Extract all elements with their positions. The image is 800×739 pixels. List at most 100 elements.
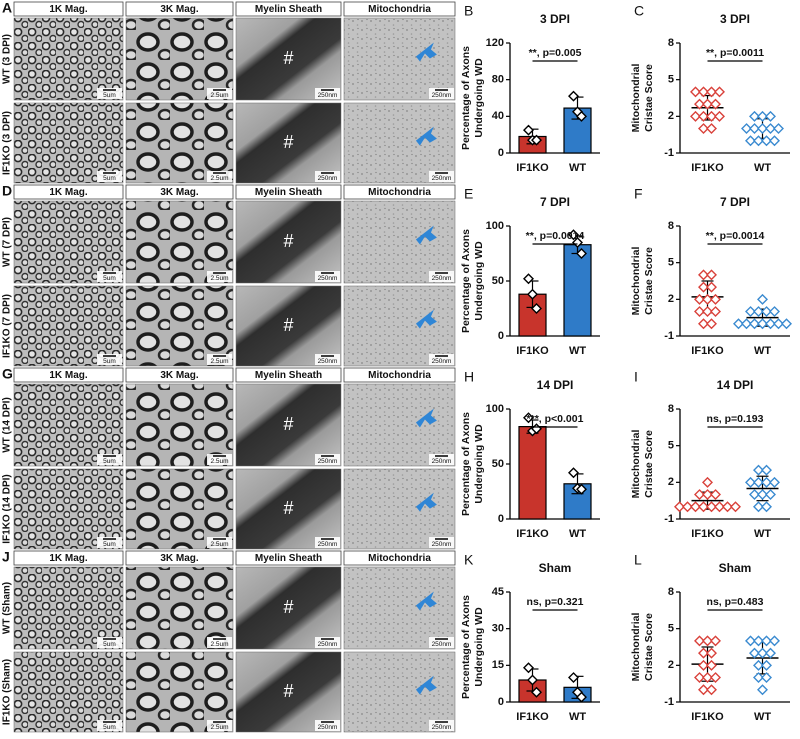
data-point <box>733 318 744 330</box>
data-point <box>761 635 772 647</box>
data-point <box>702 476 713 488</box>
column-header: 1K Mag. <box>49 4 88 15</box>
y-axis-label: Mitochondrial <box>630 64 642 133</box>
chart-title: 7 DPI <box>720 195 750 209</box>
scale-bar-label: 5um <box>103 275 116 282</box>
data-point <box>690 501 701 513</box>
data-point <box>753 635 764 647</box>
micrograph <box>125 285 234 367</box>
data-point <box>576 483 587 495</box>
micrograph <box>343 102 456 184</box>
data-point <box>710 672 721 684</box>
column-header: Mitochondria <box>368 553 431 564</box>
data-point <box>757 110 768 122</box>
column-header-box <box>343 1 456 17</box>
micrograph <box>235 102 342 184</box>
column-header: Mitochondria <box>368 187 431 198</box>
data-point <box>773 123 784 135</box>
data-point <box>753 501 764 513</box>
scale-bar-label: 250nm <box>318 275 338 282</box>
data-point <box>531 303 542 314</box>
data-point <box>757 293 768 305</box>
column-header-box <box>125 367 234 383</box>
row-label: IF1KO (Sham) <box>2 659 13 725</box>
data-point <box>761 306 772 318</box>
myelin-marker: # <box>283 414 293 434</box>
y-axis-label: Percentage of Axons <box>460 229 472 333</box>
significance-label: **, p=0.005 <box>529 47 582 59</box>
micrograph <box>13 383 124 467</box>
data-point <box>769 306 780 318</box>
chart-title: 14 DPI <box>717 378 754 392</box>
data-point <box>745 476 756 488</box>
scale-bar-label: 5um <box>103 641 116 648</box>
x-tick-label: WT <box>754 711 771 723</box>
data-point <box>706 86 717 98</box>
y-tick-label: 5 <box>668 623 674 635</box>
data-point <box>527 288 538 300</box>
chart-title: 3 DPI <box>720 12 750 26</box>
column-header-box <box>125 184 234 200</box>
scale-bar-box <box>315 454 340 465</box>
data-point <box>710 489 721 501</box>
column-header-box <box>13 550 124 566</box>
y-axis-label: Cristae Score <box>643 247 655 315</box>
data-point <box>568 90 579 102</box>
x-tick-label: IF1KO <box>691 345 724 357</box>
scale-bar-box <box>429 637 454 648</box>
chart-title: Sham <box>719 561 752 575</box>
y-axis-label: Cristae Score <box>643 430 655 498</box>
y-axis-label: Mitochondrial <box>630 247 642 316</box>
data-point <box>706 281 717 293</box>
y-tick-label: 100 <box>486 403 504 415</box>
arrow <box>415 42 437 62</box>
scale-bar-box <box>207 88 232 99</box>
data-point <box>523 124 534 136</box>
y-tick-label: 50 <box>492 458 504 470</box>
y-tick-label: -1 <box>664 696 674 708</box>
data-point <box>698 281 709 293</box>
scale-bar-box <box>207 271 232 282</box>
chart-title: 3 DPI <box>540 12 570 26</box>
data-point <box>690 86 701 98</box>
panel-letter: G <box>2 366 13 382</box>
scale-bar-box <box>429 454 454 465</box>
scale-bar-box <box>97 171 122 182</box>
y-tick-label: 5 <box>668 74 674 86</box>
scale-bar-label: 2.5um <box>210 358 228 365</box>
scale-bar-label: 2.5um <box>210 175 228 182</box>
data-point <box>694 293 705 305</box>
significance-label: **, p=0.0014 <box>526 230 585 242</box>
data-point <box>745 635 756 647</box>
column-header-box <box>235 550 342 566</box>
scale-bar-box <box>429 720 454 731</box>
scale-bar-label: 250nm <box>318 724 338 731</box>
data-point <box>702 98 713 110</box>
column-header-box <box>343 550 456 566</box>
data-point <box>745 306 756 318</box>
significance-label: **, p=0.0014 <box>706 230 765 242</box>
data-point <box>753 464 764 476</box>
micrograph <box>235 566 342 650</box>
scale-bar-label: 250nm <box>432 358 452 365</box>
data-point <box>769 135 780 147</box>
y-axis-label: Percentage of Axons <box>460 46 472 150</box>
scale-bar-label: 250nm <box>432 541 452 548</box>
scale-bar-box <box>97 354 122 365</box>
data-point <box>706 269 717 281</box>
micrograph <box>125 200 234 284</box>
data-point <box>698 501 709 513</box>
data-point <box>568 672 579 684</box>
x-tick-label: IF1KO <box>691 711 724 723</box>
y-tick-label: 8 <box>668 220 674 232</box>
data-point <box>753 306 764 318</box>
data-point <box>576 248 587 259</box>
data-point <box>757 318 768 330</box>
scale-bar-box <box>429 171 454 182</box>
x-tick-label: WT <box>754 528 771 540</box>
panel-letter: B <box>464 3 473 19</box>
data-point <box>753 672 764 684</box>
significance-label: ns, p=0.193 <box>707 413 764 425</box>
panel-letter: C <box>634 3 644 19</box>
